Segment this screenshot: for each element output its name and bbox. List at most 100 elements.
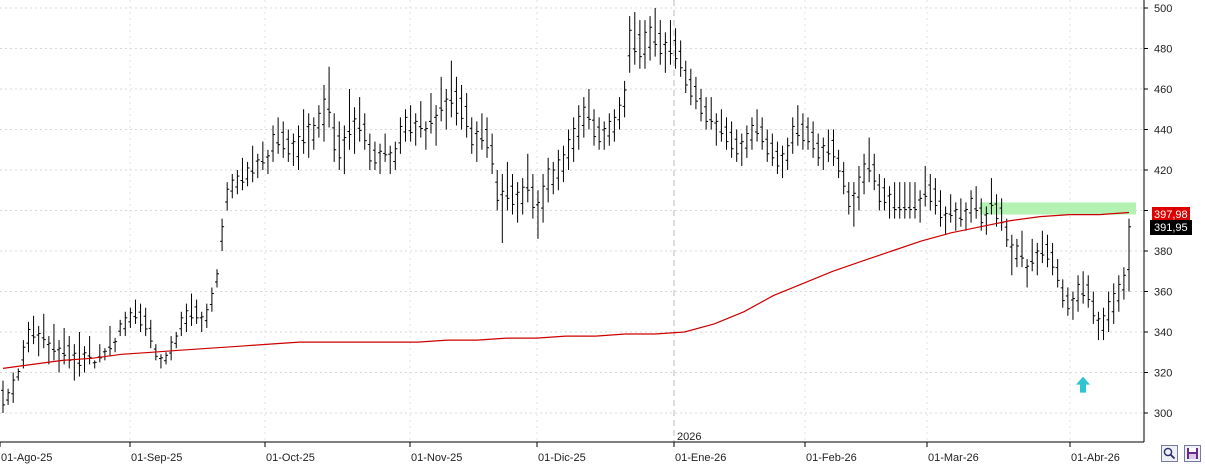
price-bar — [1045, 234, 1050, 268]
price-bar — [749, 117, 754, 150]
price-bar — [627, 16, 632, 73]
price-bar — [1004, 218, 1009, 247]
price-bar — [36, 325, 41, 357]
price-bar — [907, 182, 912, 219]
price-bar — [189, 293, 194, 326]
price-bar — [551, 161, 556, 195]
magnifier-icon — [1163, 447, 1176, 460]
price-bar — [41, 313, 46, 349]
plot-background — [0, 0, 1144, 442]
price-bar — [1060, 279, 1065, 308]
price-bar — [459, 84, 464, 130]
price-bar — [673, 28, 678, 69]
price-bar — [800, 113, 805, 150]
price-bar — [372, 141, 377, 170]
price-bar — [199, 311, 204, 332]
y-tick-label: 380 — [1154, 246, 1172, 258]
price-bar — [724, 117, 729, 150]
price-bar — [979, 198, 984, 231]
price-bar — [576, 105, 581, 150]
resistance-zone — [980, 202, 1136, 215]
price-bar — [943, 206, 948, 235]
price-bar — [963, 202, 968, 231]
price-bar — [704, 97, 709, 130]
price-bar — [123, 311, 128, 337]
price-bar — [62, 327, 67, 365]
price-bar — [194, 299, 199, 324]
price-bar — [1030, 238, 1035, 272]
price-bar — [556, 149, 561, 191]
price-bar — [897, 182, 902, 219]
price-bar — [464, 93, 469, 138]
price-bar — [688, 68, 693, 106]
ma-price-tag-bg — [1152, 207, 1190, 221]
price-bar — [479, 113, 484, 150]
price-bar — [546, 157, 551, 203]
price-bar — [225, 182, 230, 211]
price-bar — [816, 133, 821, 166]
price-bar — [918, 190, 923, 223]
price-bar — [872, 153, 877, 191]
price-bar — [984, 206, 989, 235]
price-bar — [439, 76, 444, 122]
price-bar — [1076, 275, 1081, 312]
horizontal-gridlines — [0, 7, 1144, 414]
price-bar — [744, 125, 749, 158]
price-bar — [423, 121, 428, 150]
price-bar — [597, 117, 602, 150]
x-tick-label: 01-Nov-25 — [411, 452, 462, 464]
price-bar — [658, 20, 663, 65]
price-bar — [1020, 230, 1025, 268]
price-bar — [617, 97, 622, 130]
price-bar — [892, 182, 897, 219]
price-bar — [490, 133, 495, 175]
price-bar — [485, 117, 490, 158]
price-bar — [535, 190, 540, 239]
price-bar — [714, 113, 719, 146]
x-axis: 01-Ago-25 01-Sep-25 01-Oct-25 01-Nov-25 01-D… — [0, 442, 1120, 464]
price-bar — [311, 117, 316, 150]
price-bar — [836, 149, 841, 179]
price-bar — [938, 190, 943, 227]
price-bar — [403, 109, 408, 142]
price-bar — [1014, 238, 1019, 268]
price-bar — [1086, 275, 1091, 308]
price-bar — [632, 12, 637, 65]
price-bar — [790, 117, 795, 154]
price-bar — [953, 202, 958, 231]
price-bar — [1106, 291, 1111, 332]
price-bar — [994, 194, 999, 227]
price-bar — [164, 352, 169, 365]
price-bar — [1081, 271, 1086, 304]
price-bar — [515, 182, 520, 223]
price-bar — [286, 129, 291, 162]
moving-average-line — [2, 211, 1130, 369]
vertical-gridlines — [129, 0, 1071, 442]
last-price-value: 391,95 — [1154, 222, 1188, 234]
price-bar — [882, 178, 887, 211]
price-bar — [826, 129, 831, 162]
price-bar — [592, 109, 597, 146]
price-bar — [1055, 259, 1060, 288]
price-bar — [877, 174, 882, 211]
price-bar — [21, 340, 26, 369]
price-bar — [230, 174, 235, 199]
price-bar — [184, 303, 189, 332]
price-bar — [693, 76, 698, 110]
price-bar — [51, 323, 56, 361]
save-button[interactable] — [1184, 445, 1201, 462]
price-bar — [31, 315, 36, 345]
price-bar — [169, 336, 174, 361]
price-bar — [240, 157, 245, 191]
price-bar — [469, 117, 474, 154]
price-bar — [92, 360, 97, 369]
price-bar — [831, 129, 836, 166]
price-bar — [214, 269, 219, 288]
price-bar — [760, 117, 765, 150]
price-bar — [510, 174, 515, 215]
zoom-button[interactable] — [1161, 445, 1178, 462]
y-tick-label: 500 — [1154, 3, 1172, 15]
price-bar — [77, 332, 82, 377]
price-bar — [454, 76, 459, 126]
last-price-tag-bg — [1150, 220, 1192, 235]
